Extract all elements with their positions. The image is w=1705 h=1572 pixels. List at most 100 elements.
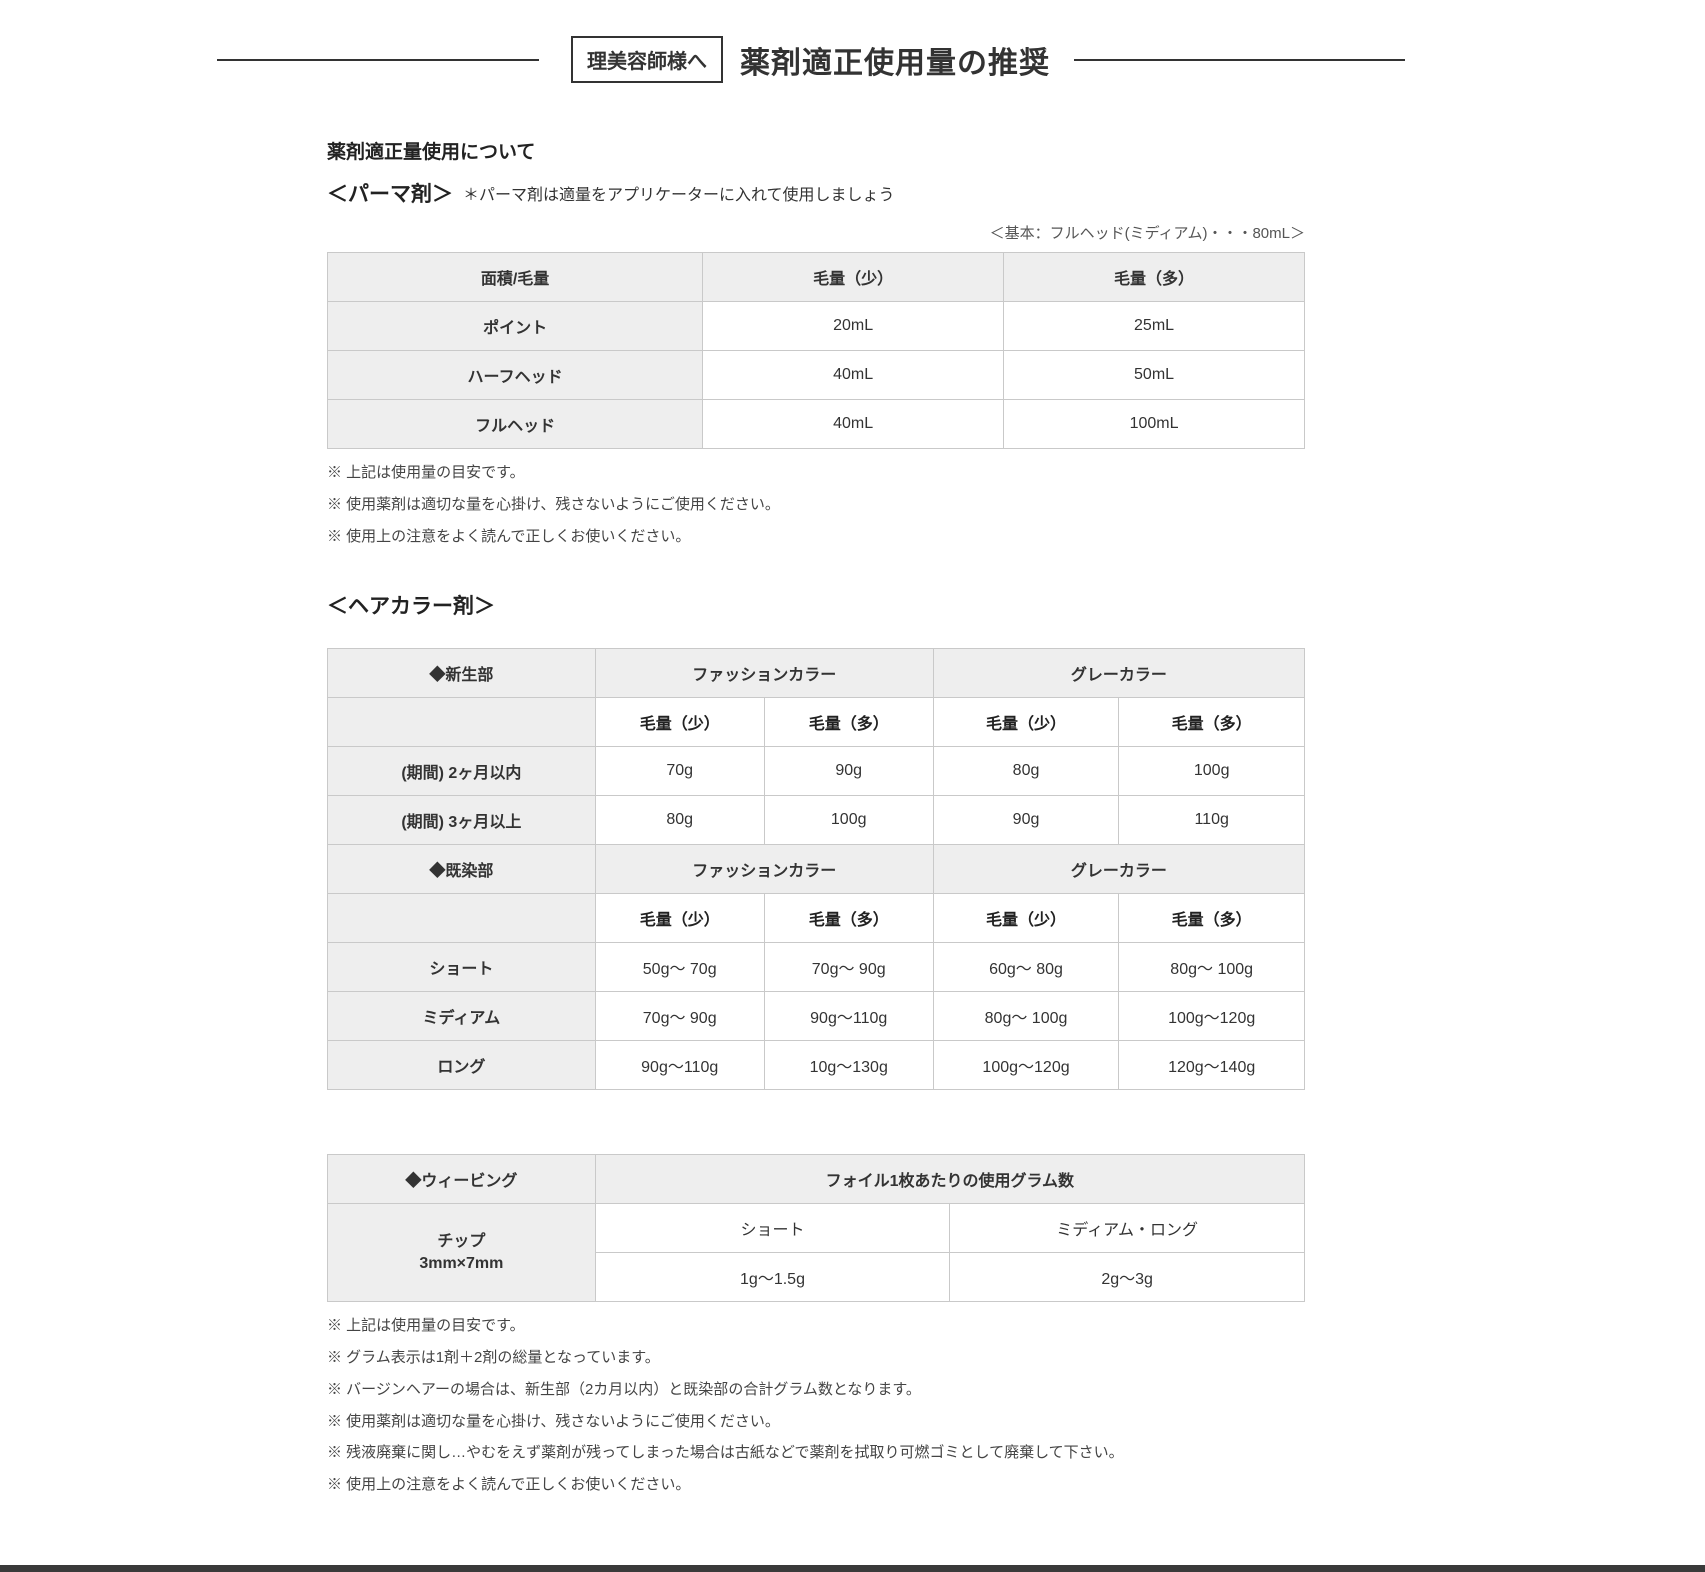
value-cell: 40mL bbox=[702, 350, 1005, 400]
subheader-cell: 毛量（少） bbox=[594, 697, 765, 748]
perm-amount-table: 面積/毛量 毛量（少） 毛量（多） ポイント 20mL 25mL ハーフヘッド … bbox=[326, 252, 1305, 449]
value-cell: 50g～ 70g bbox=[594, 942, 765, 993]
note-line: ※ 残液廃棄に関し…やむをえず薬剤が残ってしまった場合は古紙などで薬剤を拭取り可… bbox=[327, 1444, 1124, 1462]
row-label: ロング bbox=[327, 1040, 596, 1091]
value-cell: 50mL bbox=[1003, 350, 1305, 400]
gray-color-header: グレーカラー bbox=[932, 648, 1306, 699]
subheader-cell: 毛量（多） bbox=[1118, 697, 1305, 748]
table-row: 毛量（少） 毛量（多） 毛量（少） 毛量（多） bbox=[327, 697, 1305, 748]
weaving-table: ◆ウィービング フォイル1枚あたりの使用グラム数 チップ 3mm×7mm ショー… bbox=[327, 1154, 1306, 1303]
header-rule-right bbox=[1074, 58, 1405, 61]
note-line: ※ 上記は使用量の目安です。 bbox=[327, 1317, 525, 1335]
perm-section-label: ＜パーマ剤＞ bbox=[327, 183, 453, 206]
group-label-newgrowth: ◆新生部 bbox=[327, 648, 596, 699]
value-cell: 2g～3g bbox=[949, 1252, 1305, 1303]
value-cell: 60g～ 80g bbox=[932, 942, 1120, 993]
value-cell: 100g～120g bbox=[1118, 991, 1305, 1042]
value-cell: 100g～120g bbox=[932, 1040, 1120, 1091]
value-cell: 20mL bbox=[702, 301, 1005, 351]
value-cell: 25mL bbox=[1003, 301, 1305, 351]
value-cell: 120g～140g bbox=[1118, 1040, 1305, 1091]
value-cell: 80g～ 100g bbox=[932, 991, 1120, 1042]
weaving-group-label: ◆ウィービング bbox=[327, 1154, 596, 1205]
fashion-color-header: ファッションカラー bbox=[594, 844, 934, 895]
page-header: 理美容師様へ 薬剤適正使用量の推奨 bbox=[217, 0, 1705, 83]
footer-rule-bar bbox=[0, 1565, 1705, 1572]
value-cell: 90g bbox=[932, 795, 1120, 846]
perm-applicator-note: ＊パーマ剤は適量をアプリケーターに入れて使用しましょう bbox=[463, 187, 895, 204]
content-column: 薬剤適正量使用について ＜パーマ剤＞ ＊パーマ剤は適量をアプリケーターに入れて使… bbox=[326, 137, 1306, 1495]
page-title: 薬剤適正使用量の推奨 bbox=[740, 46, 1050, 80]
group-label-dyed: ◆既染部 bbox=[327, 844, 596, 895]
value-cell: 70g～ 90g bbox=[763, 942, 934, 993]
table-row: ◆新生部 ファッションカラー グレーカラー bbox=[327, 648, 1306, 699]
value-cell: 70g bbox=[594, 746, 765, 797]
perm-table-header-few: 毛量（少） bbox=[702, 252, 1005, 302]
chip-label-line1: チップ bbox=[437, 1233, 486, 1251]
haircolor-amount-table: ◆新生部 ファッションカラー グレーカラー 毛量（少） 毛量（多） 毛量（少） … bbox=[327, 648, 1306, 1091]
value-cell: 1g～1.5g bbox=[594, 1252, 951, 1303]
table-row: ◆既染部 ファッションカラー グレーカラー bbox=[327, 844, 1306, 895]
table-row: 毛量（少） 毛量（多） 毛量（少） 毛量（多） bbox=[327, 893, 1305, 944]
table-row: ハーフヘッド 40mL 50mL bbox=[326, 350, 1305, 400]
note-line: ※ 上記は使用量の目安です。 bbox=[327, 464, 525, 481]
table-row: 1g～1.5g 2g～3g bbox=[328, 1252, 1305, 1303]
perm-table-header-many: 毛量（多） bbox=[1003, 252, 1305, 302]
note-line: ※ 使用上の注意をよく読んで正しくお使いください。 bbox=[327, 527, 691, 545]
weaving-col-medium-long: ミディアム・ロング bbox=[949, 1203, 1305, 1254]
row-label: (期間) 2ヶ月以内 bbox=[327, 746, 596, 797]
value-cell: 10g～130g bbox=[763, 1040, 934, 1091]
subheader-cell: 毛量（多） bbox=[763, 697, 934, 748]
value-cell: 100g bbox=[763, 795, 934, 846]
value-cell: 90g bbox=[763, 746, 934, 797]
value-cell: 110g bbox=[1118, 795, 1305, 846]
value-cell: 70g～ 90g bbox=[594, 991, 765, 1042]
gray-color-header: グレーカラー bbox=[932, 844, 1306, 895]
table-row: 面積/毛量 毛量（少） 毛量（多） bbox=[326, 252, 1305, 302]
table-row: ショート 50g～ 70g 70g～ 90g 60g～ 80g 80g～ 100… bbox=[327, 942, 1305, 993]
value-cell: 90g～110g bbox=[763, 991, 934, 1042]
chip-label-line2: 3mm×7mm bbox=[419, 1254, 504, 1272]
table-row: ◆ウィービング フォイル1枚あたりの使用グラム数 bbox=[327, 1154, 1306, 1205]
row-label: ミディアム bbox=[327, 991, 596, 1042]
chip-size-label: チップ 3mm×7mm bbox=[327, 1203, 596, 1303]
header-rule-left bbox=[217, 58, 539, 61]
weaving-col-short: ショート bbox=[594, 1203, 951, 1254]
value-cell: 80g bbox=[594, 795, 765, 846]
row-label: (期間) 3ヶ月以上 bbox=[327, 795, 596, 846]
value-cell: 90g～110g bbox=[594, 1040, 765, 1091]
haircolor-section-label: ＜ヘアカラー剤＞ bbox=[327, 595, 495, 619]
note-line: ※ バージンヘアーの場合は、新生部（2カ月以内）と既染部の合計グラム数となります… bbox=[327, 1380, 921, 1398]
table-row: (期間) 3ヶ月以上 80g 100g 90g 110g bbox=[327, 795, 1305, 846]
note-line: ※ 使用上の注意をよく読んで正しくお使いください。 bbox=[327, 1476, 691, 1493]
subheader-cell: 毛量（少） bbox=[932, 893, 1120, 944]
subheader-cell: 毛量（少） bbox=[594, 893, 765, 944]
table-row: ポイント 20mL 25mL bbox=[326, 301, 1305, 351]
section-heading-usage: 薬剤適正量使用について bbox=[327, 142, 536, 163]
value-cell: 40mL bbox=[702, 399, 1005, 449]
row-label: ショート bbox=[327, 942, 596, 993]
weaving-header: フォイル1枚あたりの使用グラム数 bbox=[594, 1154, 1306, 1205]
spacer-cell bbox=[327, 893, 596, 944]
note-line: ※ グラム表示は1剤＋2剤の総量となっています。 bbox=[327, 1349, 660, 1366]
value-cell: 80g bbox=[932, 746, 1120, 797]
spacer-cell bbox=[327, 697, 596, 748]
value-cell: 100mL bbox=[1003, 399, 1305, 449]
perm-table-header-area: 面積/毛量 bbox=[326, 252, 704, 302]
table-row: ロング 90g～110g 10g～130g 100g～120g 120g～140… bbox=[327, 1040, 1305, 1091]
row-label: ハーフヘッド bbox=[326, 350, 704, 400]
row-label: フルヘッド bbox=[326, 399, 704, 449]
perm-heading-line: ＜パーマ剤＞ ＊パーマ剤は適量をアプリケーターに入れて使用しましょう bbox=[327, 178, 1305, 208]
subheader-cell: 毛量（多） bbox=[763, 893, 934, 944]
color-notes: ※ 上記は使用量の目安です。 ※ グラム表示は1剤＋2剤の総量となっています。 … bbox=[327, 1317, 1305, 1495]
note-line: ※ 使用薬剤は適切な量を心掛け、残さないようにご使用ください。 bbox=[327, 495, 780, 513]
note-line: ※ 使用薬剤は適切な量を心掛け、残さないようにご使用ください。 bbox=[327, 1412, 780, 1430]
value-cell: 80g～ 100g bbox=[1118, 942, 1305, 993]
perm-notes: ※ 上記は使用量の目安です。 ※ 使用薬剤は適切な量を心掛け、残さないようにご使… bbox=[327, 464, 1305, 546]
audience-badge: 理美容師様へ bbox=[571, 36, 723, 83]
fashion-color-header: ファッションカラー bbox=[594, 648, 934, 699]
subheader-cell: 毛量（多） bbox=[1118, 893, 1305, 944]
value-cell: 100g bbox=[1118, 746, 1305, 797]
table-row: (期間) 2ヶ月以内 70g 90g 80g 100g bbox=[327, 746, 1305, 797]
table-row: ミディアム 70g～ 90g 90g～110g 80g～ 100g 100g～1… bbox=[327, 991, 1305, 1042]
